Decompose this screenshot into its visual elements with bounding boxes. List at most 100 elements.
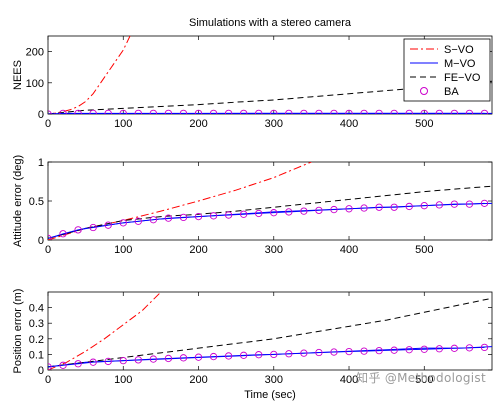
x-tick-label: 100 xyxy=(114,374,132,386)
series-marker-ba xyxy=(405,202,413,211)
series-marker-ba xyxy=(59,109,67,114)
x-tick-label: 200 xyxy=(189,244,207,256)
series-marker-ba xyxy=(345,205,353,213)
watermark: 知乎 @Methodologist xyxy=(356,371,486,385)
series-marker-ba xyxy=(300,207,308,215)
x-tick-label: 0 xyxy=(45,244,51,256)
series-marker-ba xyxy=(285,350,293,358)
y-tick-label: 0.5 xyxy=(29,196,44,208)
y-tick-label: 1 xyxy=(38,157,44,169)
series-marker-ba xyxy=(104,221,112,229)
series-marker-ba xyxy=(315,206,323,215)
series-marker-ba xyxy=(89,358,97,366)
x-tick-label: 500 xyxy=(415,118,433,130)
series-line-s-vo xyxy=(48,162,312,240)
series-marker-ba xyxy=(270,209,278,217)
series-line-ba xyxy=(48,346,485,368)
series-marker-ba xyxy=(240,109,248,114)
series-marker-ba xyxy=(104,357,112,366)
series-marker-ba xyxy=(194,212,203,221)
series-marker-ba xyxy=(194,109,203,114)
series-marker-ba xyxy=(194,353,203,361)
x-tick-label: 300 xyxy=(265,244,283,256)
series-marker-ba xyxy=(89,223,97,232)
series-marker-ba xyxy=(209,352,218,361)
series-marker-ba xyxy=(315,348,323,357)
y-tick-label: 0 xyxy=(38,365,44,377)
series-marker-ba xyxy=(134,217,142,225)
series-marker-ba xyxy=(74,109,82,114)
series-marker-ba xyxy=(240,210,248,218)
x-tick-label: 0 xyxy=(45,118,51,130)
legend-marker-ba xyxy=(420,87,428,95)
x-tick-label: 0 xyxy=(45,374,51,386)
series-marker-ba xyxy=(59,230,67,238)
series-marker-ba xyxy=(134,109,142,114)
series-marker-ba xyxy=(435,109,443,114)
y-tick-label: 0.2 xyxy=(29,334,44,346)
series-marker-ba xyxy=(209,109,218,114)
y-tick-label: 0.3 xyxy=(29,318,44,330)
y-axis-label: NEES xyxy=(12,60,24,90)
series-marker-ba xyxy=(375,347,383,355)
series-marker-ba xyxy=(375,109,383,114)
series-marker-ba xyxy=(149,109,158,114)
series-marker-ba xyxy=(345,347,353,356)
series-marker-ba xyxy=(420,109,428,114)
series-marker-ba xyxy=(104,109,112,114)
series-marker-ba xyxy=(149,216,158,224)
series-marker-ba xyxy=(375,203,383,211)
plot-frame xyxy=(47,291,493,371)
series-marker-ba xyxy=(330,348,338,356)
series-marker-ba xyxy=(480,109,489,114)
x-tick-label: 300 xyxy=(265,118,283,130)
series-line-s-vo xyxy=(48,292,162,370)
legend: S−VO M−VO FE−VO BA xyxy=(403,38,491,102)
series-marker-ba xyxy=(255,351,263,359)
series-marker-ba xyxy=(179,109,188,114)
x-tick-label: 400 xyxy=(340,374,358,386)
series-marker-ba xyxy=(48,234,52,240)
series-marker-ba xyxy=(360,109,368,114)
series-marker-ba xyxy=(285,109,293,114)
series-marker-ba xyxy=(390,109,398,114)
series-marker-ba xyxy=(450,200,459,208)
series-marker-ba xyxy=(465,200,474,208)
series-marker-ba xyxy=(300,109,308,114)
series-marker-ba xyxy=(405,109,413,114)
legend-label-m-vo: M−VO xyxy=(444,58,476,70)
x-tick-label: 200 xyxy=(189,374,207,386)
x-tick-label: 400 xyxy=(340,244,358,256)
plot-frame xyxy=(47,161,493,241)
y-tick-label: 200 xyxy=(26,47,44,59)
series-marker-ba xyxy=(149,355,158,363)
y-tick-label: 0 xyxy=(38,235,44,247)
series-marker-ba xyxy=(89,109,97,114)
series-marker-ba xyxy=(224,352,233,360)
series-marker-ba xyxy=(345,109,353,114)
series-marker-ba xyxy=(179,354,188,362)
series-marker-ba xyxy=(435,345,443,353)
figure-title: Simulations with a stereo camera xyxy=(189,17,352,29)
series-marker-ba xyxy=(285,208,293,216)
y-tick-label: 0.1 xyxy=(29,349,44,361)
series-marker-ba xyxy=(179,213,188,222)
series-marker-ba xyxy=(59,361,67,369)
series-marker-ba xyxy=(480,199,489,207)
series-marker-ba xyxy=(224,109,233,114)
series-marker-ba xyxy=(360,204,368,212)
series-marker-ba xyxy=(164,214,173,222)
x-tick-label: 300 xyxy=(265,374,283,386)
y-axis-label: Position error (m) xyxy=(12,289,24,374)
series-marker-ba xyxy=(480,343,489,352)
series-marker-ba xyxy=(119,109,127,114)
x-tick-label: 500 xyxy=(415,244,433,256)
legend-label-s-vo: S−VO xyxy=(444,44,474,56)
series-marker-ba xyxy=(164,109,173,114)
series-group xyxy=(48,292,492,370)
series-marker-ba xyxy=(405,346,413,354)
series-marker-ba xyxy=(119,356,127,365)
attitude-error-panel: 0 100 200 300 400 500 0 0.5 1 Attitude error (deg… xyxy=(12,155,493,256)
series-marker-ba xyxy=(390,203,398,211)
